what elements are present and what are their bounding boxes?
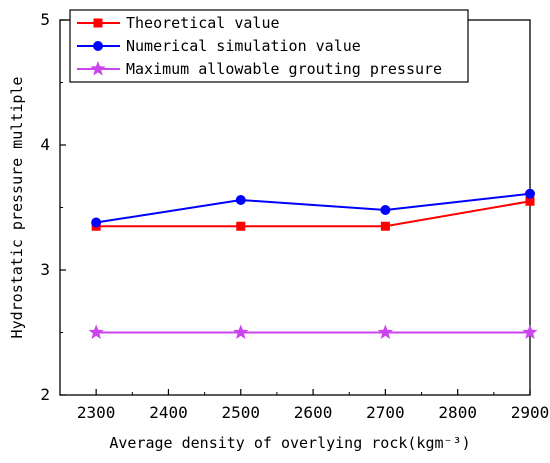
legend-marker-maximum-allowable-grouting-pressure [90,61,106,76]
legend-marker-numerical-simulation-value [93,41,103,51]
x-tick-label: 2300 [77,403,116,422]
data-point-maximum-allowable-grouting-pressure [88,324,104,339]
series-line-numerical-simulation-value [95,192,531,224]
y-tick-label: 5 [40,10,50,29]
legend-label-numerical-simulation-value: Numerical simulation value [126,37,361,55]
data-point-theoretical-value [525,196,535,206]
y-tick-label: 2 [40,385,50,404]
data-point-maximum-allowable-grouting-pressure [377,324,393,339]
legend-label-maximum-allowable-grouting-pressure: Maximum allowable grouting pressure [126,60,442,78]
data-point-numerical-simulation-value [91,217,102,228]
x-tick-label: 2600 [294,403,333,422]
data-point-theoretical-value [380,221,390,231]
legend-box [69,9,469,83]
x-tick-label: 2500 [222,403,261,422]
data-point-maximum-allowable-grouting-pressure [233,324,249,339]
x-tick-label: 2900 [511,403,550,422]
legend: Theoretical value Numerical simulation va… [69,9,469,83]
x-tick-label: 2700 [366,403,405,422]
x-tick-label: 2800 [438,403,477,422]
x-tick-label: 2400 [149,403,188,422]
series-line-theoretical-value [96,200,531,228]
data-point-theoretical-value [236,221,246,231]
series-maximum-allowable-grouting-pressure [88,324,538,339]
x-axis-ticks: 2300 2400 2500 2600 2700 2800 2900 [77,389,549,422]
y-tick-label: 4 [40,135,50,154]
legend-label-theoretical-value: Theoretical value [126,14,280,32]
y-tick-label: 3 [40,260,50,279]
data-point-numerical-simulation-value [235,195,246,205]
y-axis-ticks: 2 3 4 5 [40,10,66,404]
series-layer [88,188,538,339]
data-point-numerical-simulation-value [380,205,391,215]
y-axis-label: Hydrostatic pressure multiple [8,77,26,339]
data-point-numerical-simulation-value [525,188,535,199]
x-axis-label: Average density of overlying rock(kgm⁻³) [109,434,470,452]
legend-marker-theoretical-value [93,18,103,28]
data-point-maximum-allowable-grouting-pressure [522,324,538,339]
series-numerical-simulation-value [91,188,535,228]
